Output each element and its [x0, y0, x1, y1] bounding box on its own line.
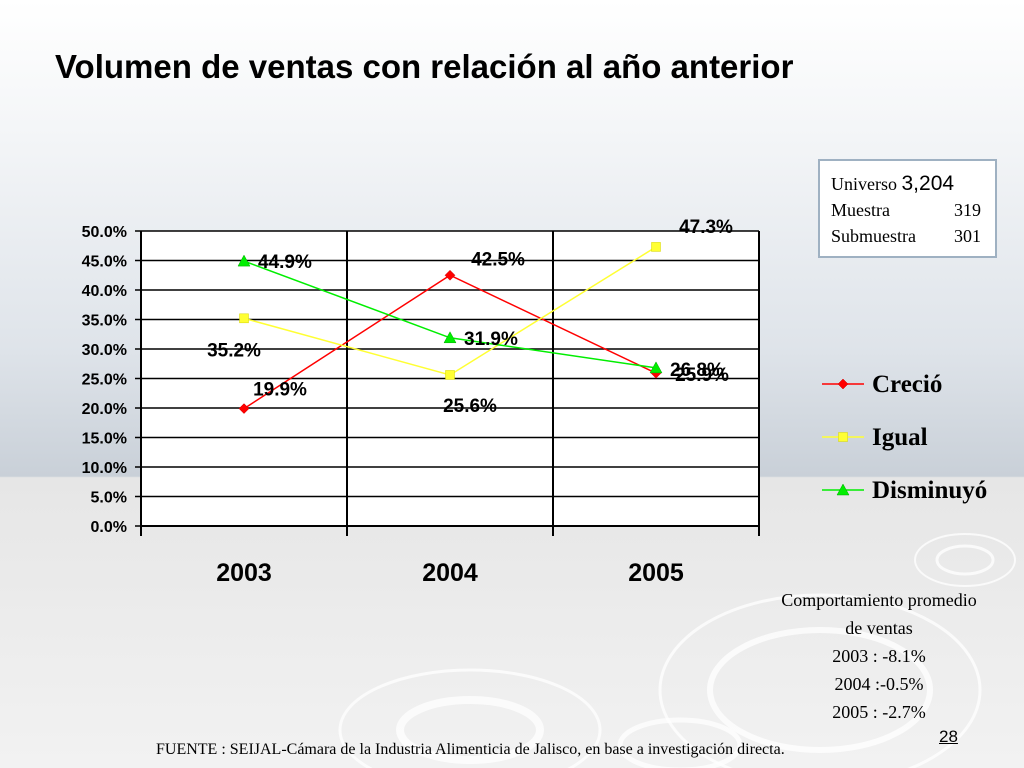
y-tick-label: 45.0% [82, 254, 127, 271]
data-label-crecio-2004: 42.5% [471, 249, 525, 270]
data-point-crecio-2004 [444, 269, 456, 281]
slide-title: Volumen de ventas con relación al año an… [55, 48, 794, 85]
average-heading-line-1: Comportamiento promedio [781, 590, 977, 610]
data-label-crecio-2003: 19.9% [253, 380, 307, 401]
data-point-igual-2004 [445, 370, 455, 380]
data-point-igual-2003 [239, 313, 249, 324]
average-line-2003: 2003 : -8.1% [832, 646, 926, 666]
y-tick-label: 5.0% [91, 490, 127, 507]
muestra-row: Muestra 319 [831, 197, 995, 223]
submuestra-label: Submuestra [831, 226, 916, 246]
y-tick-label: 40.0% [82, 283, 127, 300]
average-heading-line-2: de ventas [845, 618, 913, 638]
data-point-disminuyo-2004 [443, 331, 457, 344]
data-label-crecio-2005: 25.9% [675, 365, 729, 386]
data-point-crecio-2003 [238, 403, 250, 414]
y-tick-label: 15.0% [82, 431, 127, 448]
data-label-disminuyo-2004: 31.9% [464, 329, 518, 350]
data-point-igual-2005 [651, 242, 661, 252]
legend-label-crecio: Creció [872, 371, 942, 398]
legend-label-igual: Igual [872, 424, 928, 451]
page-number: 28 [939, 727, 958, 746]
submuestra-value: 301 [954, 226, 981, 246]
data-label-igual-2005: 47.3% [679, 217, 733, 238]
source-footer: FUENTE : SEIJAL-Cámara de la Industria A… [156, 741, 785, 758]
y-tick-label: 30.0% [82, 342, 127, 359]
y-tick-label: 10.0% [82, 460, 127, 477]
average-line-2004: 2004 :-0.5% [834, 674, 924, 694]
data-label-igual-2004: 25.6% [443, 396, 497, 417]
x-tick-label: 2004 [422, 559, 478, 587]
legend-marker-igual [838, 432, 848, 442]
average-behavior-box: Comportamiento promedio de ventas 2003 :… [752, 586, 1006, 726]
average-line-2005: 2005 : -2.7% [832, 702, 926, 722]
legend-marker-disminuyo [836, 483, 850, 496]
y-tick-label: 50.0% [82, 224, 127, 241]
y-tick-label: 35.0% [82, 313, 127, 330]
data-label-igual-2003: 35.2% [207, 340, 261, 361]
y-tick-label: 20.0% [82, 401, 127, 418]
universo-value: 3,204 [901, 172, 955, 195]
universo-label: Universo [831, 174, 897, 194]
universo-row: Universo 3,204 [831, 171, 995, 197]
muestra-value: 319 [954, 200, 981, 220]
submuestra-row: Submuestra 301 [831, 223, 995, 249]
data-point-disminuyo-2003 [237, 254, 251, 267]
x-tick-label: 2003 [216, 559, 272, 587]
legend-label-disminuyo: Disminuyó [872, 477, 987, 504]
data-label-disminuyo-2005: 26.8% [670, 360, 724, 381]
data-point-disminuyo-2005 [649, 361, 663, 374]
y-tick-label: 0.0% [91, 519, 127, 536]
data-label-disminuyo-2003: 44.9% [258, 252, 312, 273]
y-tick-label: 25.0% [82, 372, 127, 389]
legend-marker-crecio [837, 378, 849, 390]
muestra-label: Muestra [831, 200, 890, 220]
x-tick-label: 2005 [628, 559, 684, 587]
sample-info-box: Universo 3,204 Muestra 319 Submuestra 30… [818, 159, 997, 258]
